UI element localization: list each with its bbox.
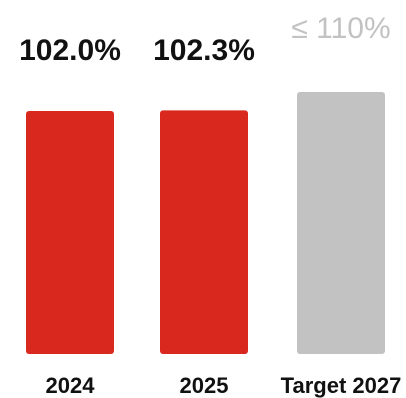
bars-layer: [26, 92, 385, 355]
category-label: Target 2027: [281, 373, 402, 398]
bar-target-2027: [297, 92, 385, 354]
value-label: 102.0%: [19, 34, 121, 67]
bar-2024: [26, 111, 114, 355]
value-label: ≤ 110%: [291, 12, 390, 45]
category-labels-layer: 2024 2025 Target 2027: [46, 373, 402, 398]
bar-2025: [160, 110, 248, 354]
value-label: 102.3%: [153, 34, 255, 67]
category-label: 2025: [180, 373, 229, 398]
category-label: 2024: [46, 373, 96, 398]
value-labels-layer: 102.0% 102.3% ≤ 110%: [19, 12, 391, 67]
